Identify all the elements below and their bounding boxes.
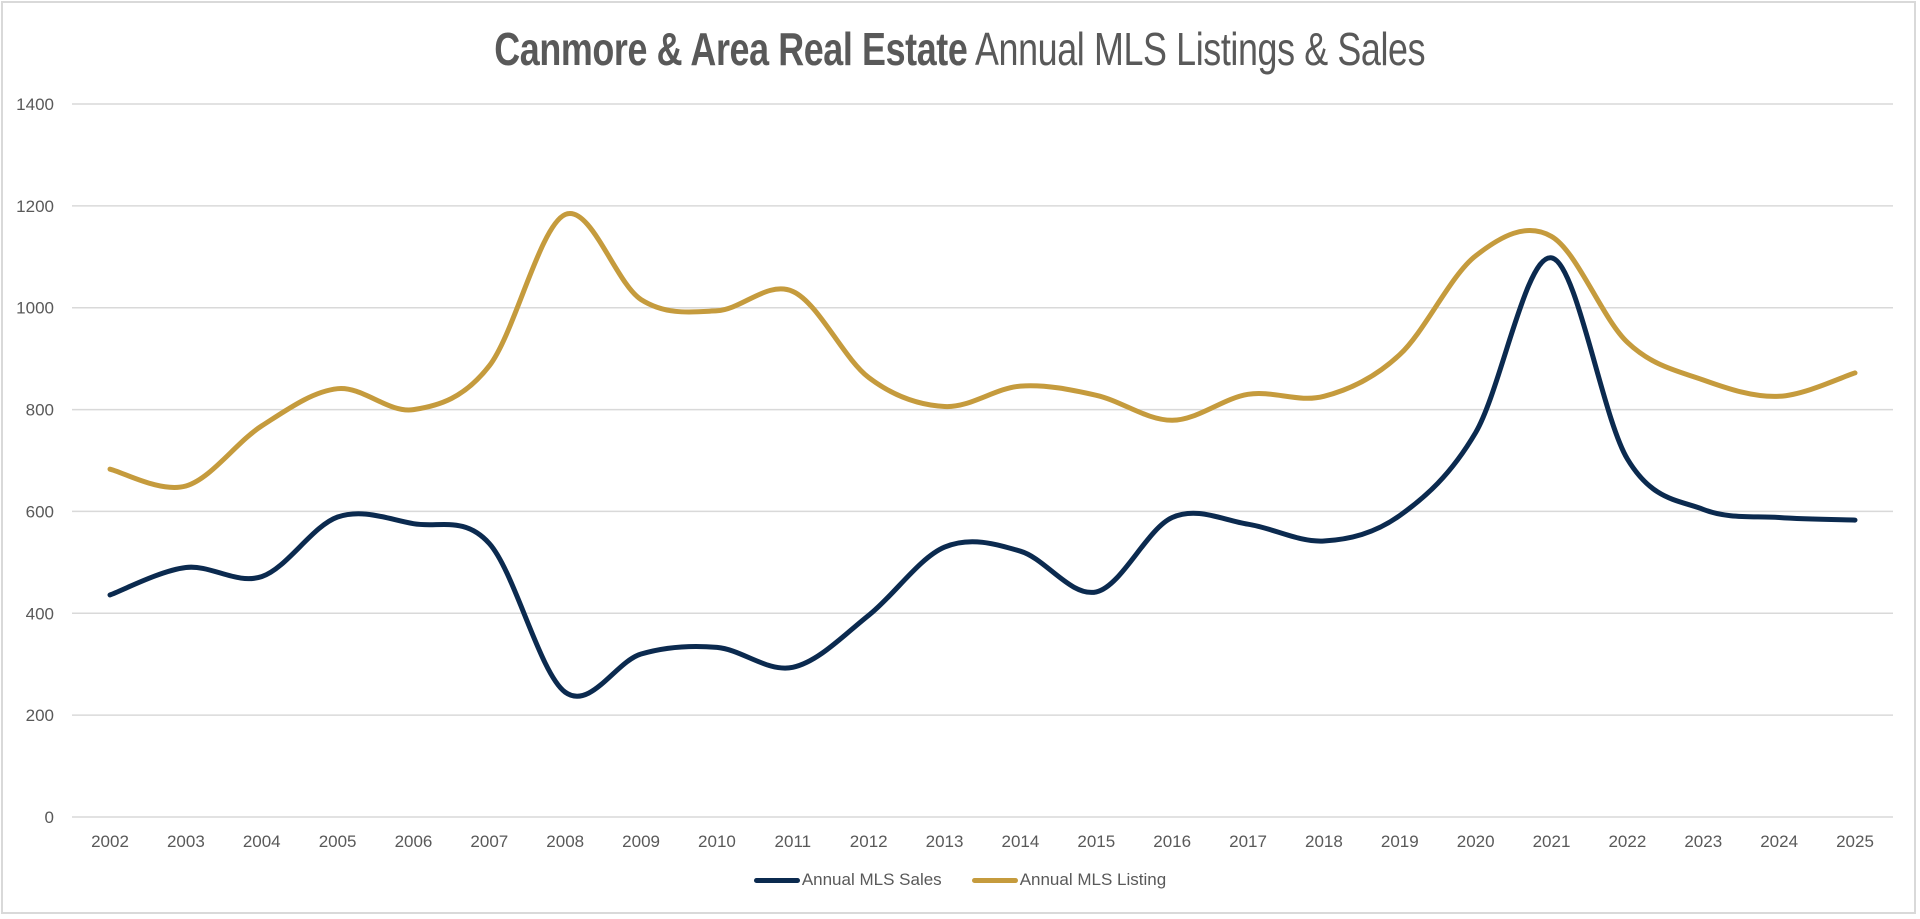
chart-title-bold: Canmore & Area Real Estate: [494, 23, 968, 75]
data-point: [1320, 392, 1328, 400]
x-tick-label: 2006: [395, 832, 433, 851]
data-point: [1396, 351, 1404, 359]
x-tick-label: 2021: [1533, 832, 1571, 851]
data-point: [1548, 232, 1556, 240]
x-tick-label: 2009: [622, 832, 660, 851]
data-point: [561, 211, 569, 219]
data-point: [637, 650, 645, 658]
data-point: [941, 543, 949, 551]
x-axis-tick-labels: 2002 2003 2004 2005 2006 2007 2008 2009 2010 2011…: [91, 832, 1874, 851]
x-tick-label: 2012: [850, 832, 888, 851]
series-lines: [106, 211, 1859, 699]
data-point: [485, 540, 493, 548]
x-tick-label: 2014: [1002, 832, 1040, 851]
legend-swatch-sales: [753, 877, 800, 883]
x-tick-label: 2005: [319, 832, 357, 851]
data-point: [1244, 390, 1252, 398]
data-point: [1092, 588, 1100, 596]
data-point: [1092, 391, 1100, 399]
chart-title: Canmore & Area Real Estate Annual MLS Li…: [0, 22, 1920, 76]
x-tick-label: 2025: [1836, 832, 1874, 851]
data-point: [1168, 416, 1176, 424]
gridlines: [72, 103, 1893, 818]
data-point: [637, 296, 645, 304]
data-point: [334, 385, 342, 393]
data-point: [1168, 514, 1176, 522]
x-tick-label: 2013: [926, 832, 964, 851]
y-tick-label: 0: [45, 808, 54, 827]
data-point: [106, 591, 114, 599]
data-point: [1775, 514, 1783, 522]
data-point: [182, 482, 190, 490]
y-axis-tick-labels: 0 200 400 600 800 1000 1200 1400: [16, 95, 54, 827]
legend-swatch-listing: [971, 877, 1018, 883]
data-point: [1699, 505, 1707, 513]
x-tick-label: 2010: [698, 832, 736, 851]
data-point: [713, 307, 721, 315]
data-point: [258, 422, 266, 430]
data-point: [1851, 369, 1859, 377]
x-tick-label: 2022: [1608, 832, 1646, 851]
data-point: [865, 611, 873, 619]
x-tick-label: 2020: [1457, 832, 1495, 851]
data-point: [1472, 252, 1480, 260]
series-line-annual-mls-listing[interactable]: [107, 211, 1858, 490]
data-point: [789, 287, 797, 295]
chart-title-light: Annual MLS Listings & Sales: [975, 23, 1426, 75]
data-point: [1244, 520, 1252, 528]
x-tick-label: 2011: [775, 832, 812, 851]
data-point: [1623, 455, 1631, 463]
data-point: [865, 373, 873, 381]
data-point: [258, 573, 266, 581]
data-point: [485, 362, 493, 370]
x-tick-label: 2024: [1760, 832, 1798, 851]
data-point: [1623, 338, 1631, 346]
data-point: [409, 520, 417, 528]
data-point: [1472, 428, 1480, 436]
data-point: [1548, 254, 1556, 262]
x-tick-label: 2017: [1229, 832, 1267, 851]
x-tick-label: 2008: [546, 832, 584, 851]
data-point: [1320, 537, 1328, 545]
data-point: [941, 403, 949, 411]
x-tick-label: 2023: [1684, 832, 1722, 851]
data-point: [1851, 516, 1859, 524]
data-point: [1775, 392, 1783, 400]
data-point: [182, 563, 190, 571]
x-tick-label: 2018: [1305, 832, 1343, 851]
y-tick-label: 1200: [16, 197, 54, 216]
x-tick-label: 2015: [1077, 832, 1115, 851]
legend-item-sales[interactable]: Annual MLS Sales: [753, 870, 942, 890]
legend-label-sales: Annual MLS Sales: [801, 870, 942, 889]
series-line-annual-mls-sales[interactable]: [107, 255, 1858, 699]
legend: Annual MLS Sales Annual MLS Listing: [0, 870, 1920, 890]
legend-item-listing[interactable]: Annual MLS Listing: [971, 870, 1167, 890]
y-tick-label: 800: [26, 401, 54, 420]
x-tick-label: 2003: [167, 832, 205, 851]
data-point: [106, 465, 114, 473]
data-point: [561, 688, 569, 696]
y-tick-label: 1000: [16, 299, 54, 318]
data-point: [1396, 512, 1404, 520]
x-tick-label: 2016: [1153, 832, 1191, 851]
data-point: [409, 406, 417, 414]
data-point: [1016, 547, 1024, 555]
y-tick-label: 600: [26, 502, 54, 521]
x-tick-label: 2007: [470, 832, 508, 851]
y-tick-label: 200: [26, 706, 54, 725]
data-point: [789, 663, 797, 671]
y-tick-label: 400: [26, 604, 54, 623]
x-tick-label: 2004: [243, 832, 281, 851]
data-point: [713, 643, 721, 651]
x-tick-label: 2019: [1381, 832, 1419, 851]
legend-label-listing: Annual MLS Listing: [1019, 870, 1167, 889]
data-point: [334, 513, 342, 521]
data-point: [1016, 382, 1024, 390]
y-tick-label: 1400: [16, 95, 54, 114]
data-point: [1699, 376, 1707, 384]
x-tick-label: 2002: [91, 832, 129, 851]
